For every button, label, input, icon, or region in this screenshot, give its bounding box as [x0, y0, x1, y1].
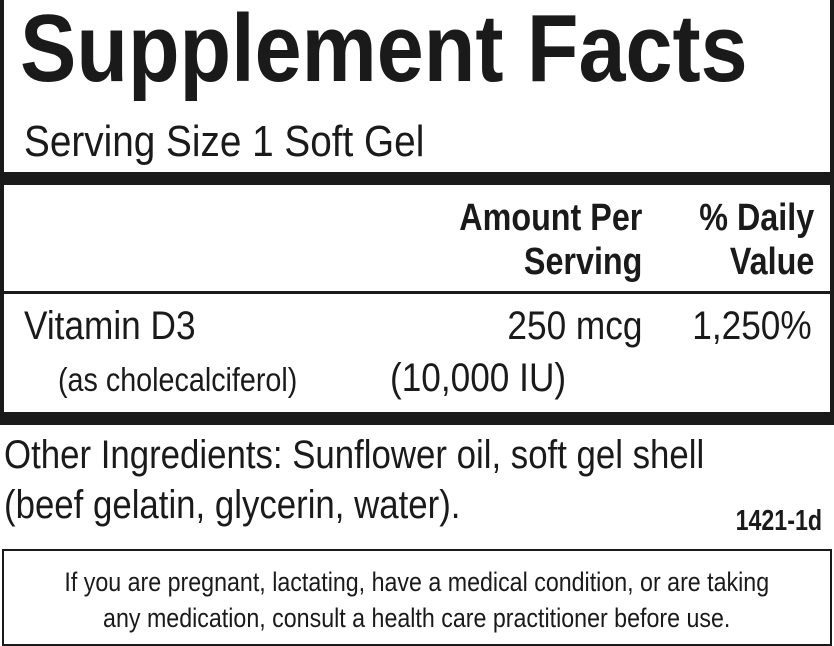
supplement-facts-panel — [0, 0, 834, 417]
amount-header-line2: Serving — [523, 241, 642, 283]
amount-per-serving-header: Amount Per Serving — [427, 196, 642, 284]
nutrient-amount: 250 mcg — [506, 304, 642, 348]
thin-divider — [0, 291, 834, 294]
product-code-text: 1421-1d — [735, 505, 822, 537]
other-ingredients-line2: (beef gelatin, glycerin, water). — [4, 483, 461, 527]
other-ingredients: Other Ingredients: Sunflower oil, soft g… — [4, 430, 809, 530]
serving-size-text: Serving Size 1 Soft Gel — [24, 117, 425, 166]
thick-divider — [0, 172, 834, 185]
warning-box: If you are pregnant, lactating, have a m… — [2, 549, 832, 646]
warning-line1: If you are pregnant, lactating, have a m… — [64, 567, 770, 597]
amount-header-line1: Amount Per — [458, 197, 642, 239]
dv-header-line1: % Daily — [699, 197, 814, 239]
nutrient-name: Vitamin D3 — [24, 304, 196, 348]
product-code: 1421-1d — [714, 505, 822, 538]
title-text: Supplement Facts — [20, 0, 748, 102]
daily-value-header: % Daily Value — [679, 196, 814, 284]
bottom-thick-divider — [0, 412, 834, 425]
nutrient-source: (as cholecalciferol) — [58, 361, 298, 398]
serving-size: Serving Size 1 Soft Gel — [24, 117, 479, 167]
panel-title: Supplement Facts — [20, 0, 834, 104]
other-ingredients-line1: Other Ingredients: Sunflower oil, soft g… — [4, 433, 705, 477]
dv-header-line2: Value — [729, 241, 814, 283]
nutrient-amount-iu: (10,000 IU) — [390, 356, 567, 400]
nutrient-daily-value: 1,250% — [692, 304, 812, 348]
warning-line2: any medication, consult a health care pr… — [103, 603, 731, 633]
